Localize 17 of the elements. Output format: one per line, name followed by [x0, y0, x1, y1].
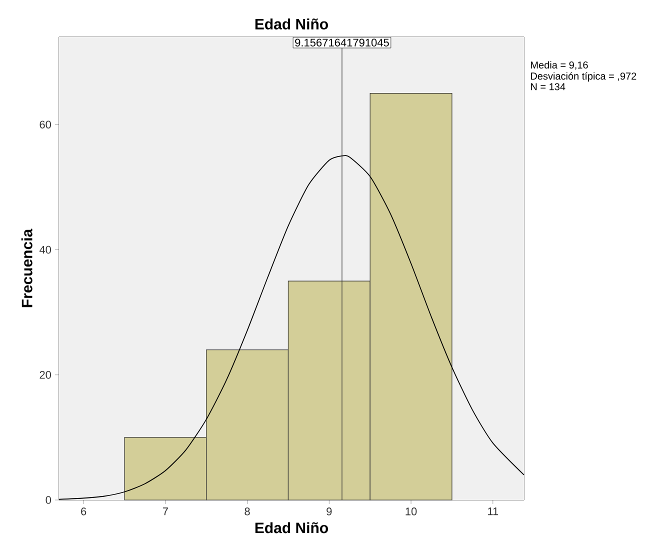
x-tick-label: 7 — [162, 508, 168, 516]
x-tick-label: 6 — [81, 508, 86, 516]
x-tick-label: 9 — [326, 508, 332, 516]
text: N = 134 — [531, 83, 566, 90]
x-tick-label: 11 — [488, 508, 498, 516]
y-tick-label: 20 — [40, 370, 52, 379]
y-tick-label: 60 — [40, 120, 52, 128]
x-tick-label: 10 — [406, 508, 417, 516]
x-tick-label: 8 — [244, 508, 250, 516]
y-tick-label: 40 — [39, 246, 52, 254]
chart-title: Edad Niño — [255, 18, 328, 30]
text: Media = 9,16 — [531, 61, 588, 70]
x-axis-title: Edad Niño — [255, 522, 328, 534]
y-axis-title: Frecuencia — [21, 228, 32, 308]
text: Desviación típica = ,972 — [531, 72, 636, 82]
y-tick-label: 0 — [46, 496, 52, 504]
ref-line-label: 9.15671641791045 — [295, 38, 389, 46]
